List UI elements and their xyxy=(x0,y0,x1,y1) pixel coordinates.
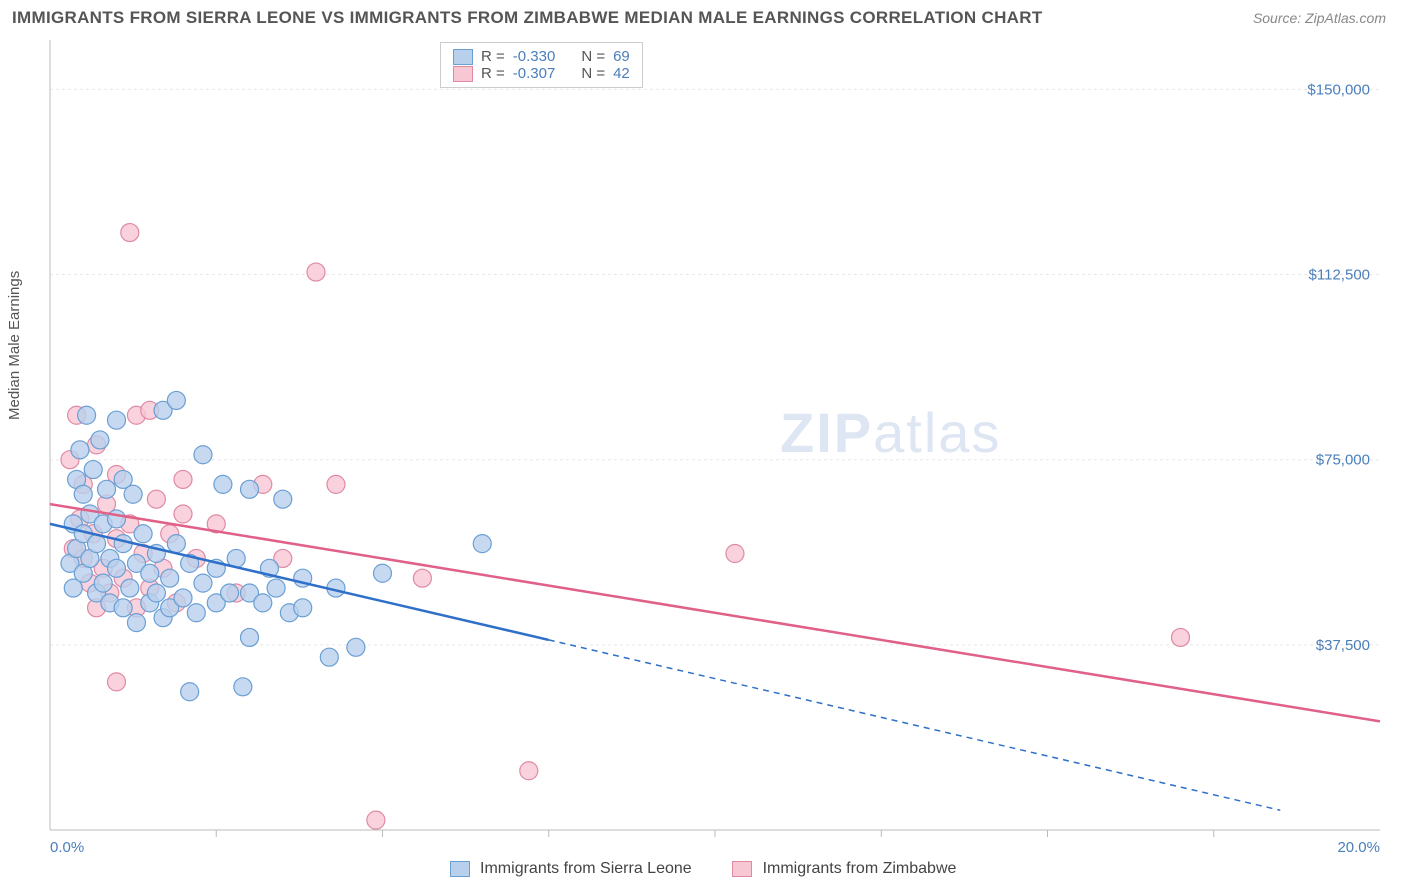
legend-label-1: Immigrants from Sierra Leone xyxy=(480,860,692,877)
svg-text:$112,500: $112,500 xyxy=(1309,267,1370,284)
svg-text:$150,000: $150,000 xyxy=(1307,81,1370,98)
n-value-1: 69 xyxy=(613,48,630,65)
scatter-chart: $37,500 $75,000 $112,500 $150,000 0.0% 20.0% xyxy=(0,0,1406,892)
r-value-2: -0.307 xyxy=(513,65,556,82)
legend-item-2: Immigrants from Zimbabwe xyxy=(732,860,956,877)
legend-stats-row-1: R = -0.330 N = 69 xyxy=(453,48,630,65)
svg-text:$37,500: $37,500 xyxy=(1316,637,1370,654)
n-label: N = xyxy=(581,65,605,82)
swatch-series-1 xyxy=(453,49,473,65)
r-value-1: -0.330 xyxy=(513,48,556,65)
n-label: N = xyxy=(581,48,605,65)
legend-label-2: Immigrants from Zimbabwe xyxy=(763,860,957,877)
swatch-series-2-bottom xyxy=(732,861,752,877)
legend-stats-row-2: R = -0.307 N = 42 xyxy=(453,65,630,82)
r-label: R = xyxy=(481,65,505,82)
swatch-series-2 xyxy=(453,66,473,82)
swatch-series-1-bottom xyxy=(450,861,470,877)
svg-text:$75,000: $75,000 xyxy=(1316,452,1370,469)
legend-stats-box: R = -0.330 N = 69 R = -0.307 N = 42 xyxy=(440,42,643,88)
svg-text:0.0%: 0.0% xyxy=(50,839,84,856)
svg-text:20.0%: 20.0% xyxy=(1337,839,1380,856)
n-value-2: 42 xyxy=(613,65,630,82)
r-label: R = xyxy=(481,48,505,65)
legend-item-1: Immigrants from Sierra Leone xyxy=(450,860,697,877)
legend-bottom: Immigrants from Sierra Leone Immigrants … xyxy=(0,860,1406,878)
